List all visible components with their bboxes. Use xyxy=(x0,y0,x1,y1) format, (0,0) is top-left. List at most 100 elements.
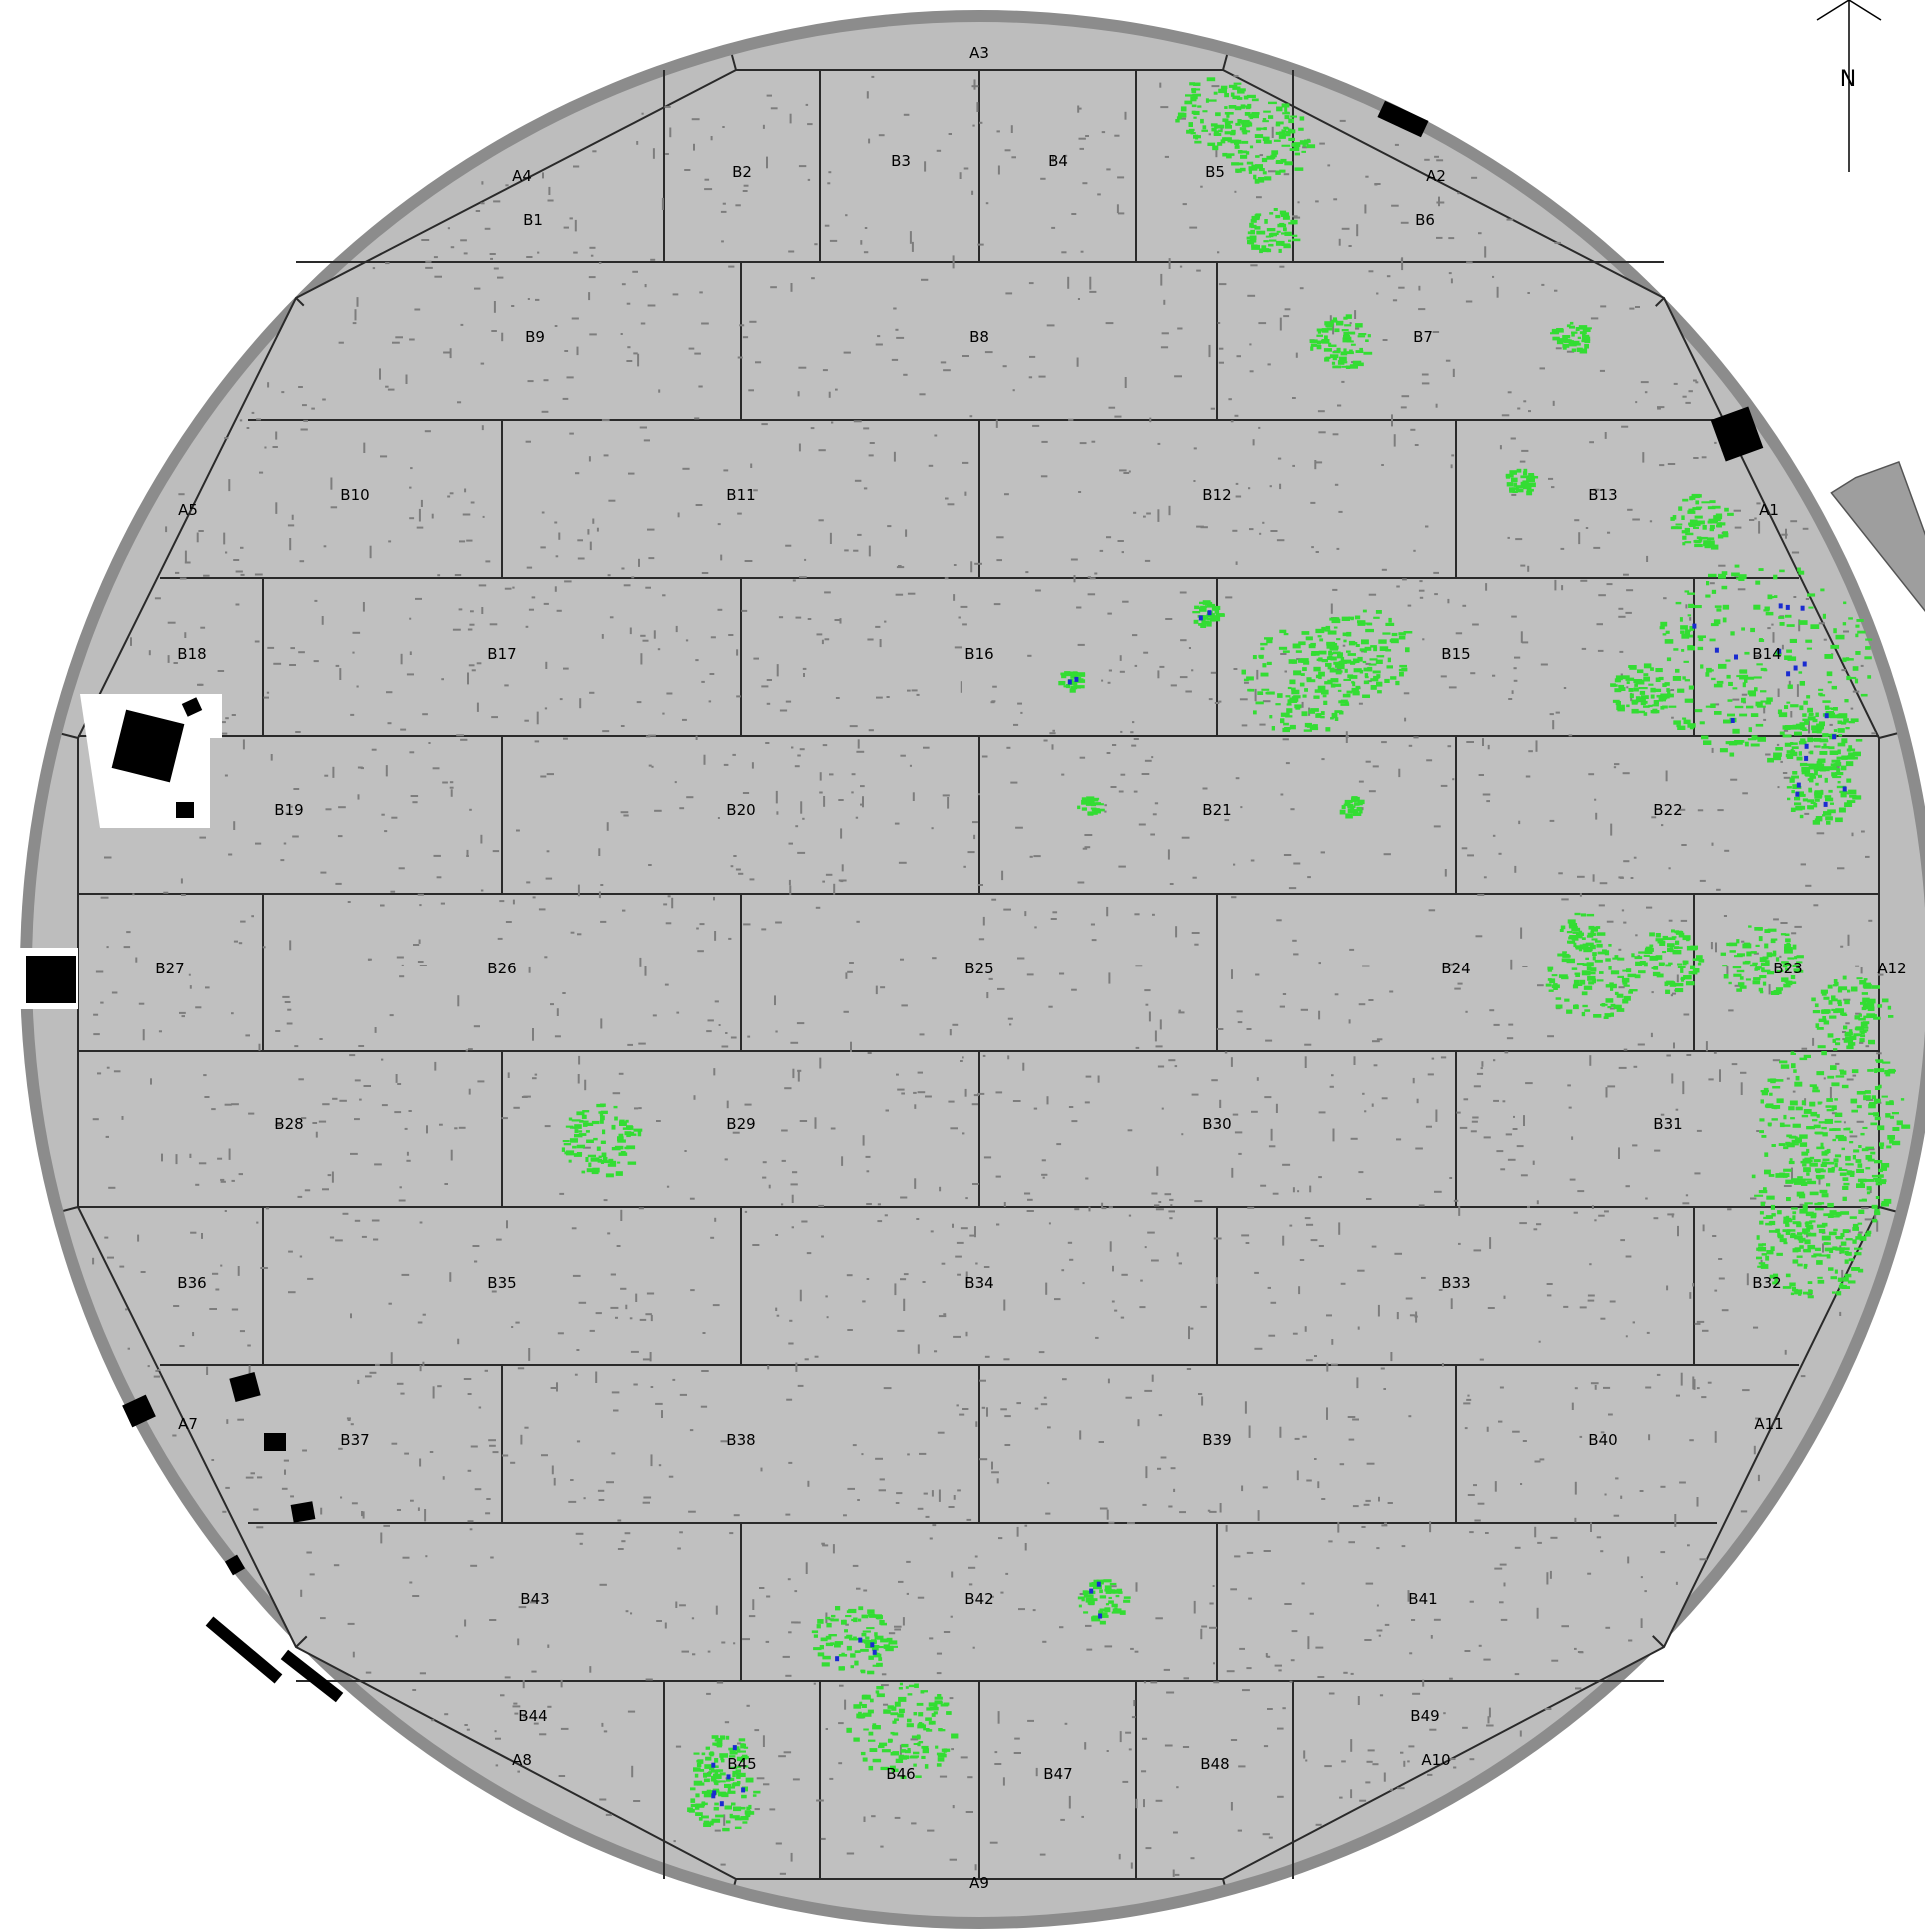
pitting-mark xyxy=(737,512,742,515)
pitting-mark xyxy=(1296,1470,1299,1481)
pitting-mark xyxy=(875,985,878,995)
pitting-mark xyxy=(1268,170,1276,173)
pitting-mark xyxy=(1144,1389,1153,1392)
pitting-mark xyxy=(661,1410,663,1418)
pitting-mark xyxy=(1034,926,1037,929)
pitting-mark xyxy=(1683,1013,1690,1016)
corrosion-mark xyxy=(1839,1282,1844,1287)
corrosion-mark xyxy=(1829,1210,1837,1216)
corrosion-mark xyxy=(1829,750,1839,755)
pitting-mark xyxy=(1409,1652,1413,1655)
pitting-mark xyxy=(756,1777,765,1780)
pitting-mark xyxy=(871,75,875,78)
pitting-mark xyxy=(797,851,806,854)
corrosion-mark xyxy=(1845,1036,1854,1041)
pitting-mark xyxy=(1551,1659,1559,1662)
pitting-mark xyxy=(1157,1065,1165,1068)
corrosion-mark xyxy=(1785,1230,1791,1235)
pitting-mark xyxy=(797,754,801,757)
pitting-mark xyxy=(1133,790,1138,793)
corrosion-mark xyxy=(1826,820,1831,825)
corrosion-mark xyxy=(1693,526,1699,529)
pitting-mark xyxy=(285,812,289,815)
pitting-mark xyxy=(950,1615,953,1618)
pitting-mark xyxy=(1408,1415,1412,1418)
pitting-mark xyxy=(986,992,989,999)
pitting-mark xyxy=(648,764,652,767)
pitting-mark xyxy=(789,885,792,895)
corrosion-mark xyxy=(1673,720,1681,725)
corrosion-mark xyxy=(1856,1091,1866,1095)
pitting-mark xyxy=(1560,547,1565,550)
corrosion-mark xyxy=(1851,1099,1857,1104)
corrosion-mark xyxy=(1807,1232,1817,1237)
pitting-mark xyxy=(881,1673,887,1676)
pitting-mark xyxy=(1485,1532,1489,1534)
corrosion-mark xyxy=(1723,719,1732,724)
pitting-mark xyxy=(1270,1301,1277,1304)
pitting-mark xyxy=(1807,1293,1813,1296)
pitting-mark xyxy=(1026,1210,1034,1212)
pitting-mark xyxy=(469,1528,473,1531)
pitting-mark xyxy=(790,1041,799,1044)
corrosion-mark xyxy=(1357,656,1363,662)
corrosion-mark xyxy=(1664,682,1670,686)
pitting-mark xyxy=(1211,85,1220,88)
corrosion-mark xyxy=(1262,136,1270,141)
pitting-mark xyxy=(1081,1815,1084,1818)
corrosion-mark xyxy=(1291,687,1296,691)
corrosion-mark xyxy=(1261,248,1270,251)
pitting-mark xyxy=(1473,1484,1477,1487)
corrosion-mark xyxy=(1695,500,1700,505)
pitting-mark xyxy=(691,118,700,121)
corrosion-mark xyxy=(1797,1176,1803,1179)
pitting-mark xyxy=(443,351,451,354)
pitting-mark xyxy=(841,864,844,872)
pitting-mark xyxy=(949,1029,952,1036)
pitting-mark xyxy=(1668,919,1673,922)
pitting-mark xyxy=(179,577,187,580)
pitting-mark xyxy=(804,558,807,561)
corrosion-mark xyxy=(1388,617,1392,623)
pitting-mark xyxy=(1843,630,1849,633)
corrosion-mark xyxy=(1802,1163,1807,1167)
pitting-mark xyxy=(572,1274,581,1277)
pitting-mark xyxy=(363,1085,371,1087)
corrosion-mark xyxy=(1337,652,1343,657)
pitting-mark xyxy=(633,1383,638,1386)
pitting-mark xyxy=(256,1221,259,1224)
corrosion-mark xyxy=(1891,1112,1899,1115)
corrosion-mark xyxy=(1845,1127,1851,1130)
pitting-mark xyxy=(469,808,472,811)
pitting-mark xyxy=(323,545,327,548)
pitting-mark xyxy=(1606,583,1613,586)
pitting-mark xyxy=(550,1003,554,1006)
pitting-mark xyxy=(1051,226,1056,229)
corrosion-mark xyxy=(1772,1086,1781,1089)
pitting-mark xyxy=(250,1472,255,1475)
corrosion-mark xyxy=(1814,1168,1824,1172)
pitting-mark xyxy=(525,625,529,628)
pitting-mark xyxy=(1461,847,1468,850)
pitting-mark xyxy=(374,1027,377,1033)
corrosion-mark xyxy=(1605,984,1612,988)
pitting-mark xyxy=(1696,1497,1699,1507)
corrosion-mark xyxy=(1353,668,1362,673)
corrosion-mark xyxy=(1824,1118,1833,1124)
pitting-mark xyxy=(943,1313,947,1316)
corrosion-mark xyxy=(1813,1124,1821,1129)
corrosion-mark xyxy=(1871,1204,1878,1209)
corrosion-mark xyxy=(1604,950,1610,956)
corrosion-mark xyxy=(1768,596,1774,599)
corrosion-mark xyxy=(603,1160,612,1164)
pitting-mark xyxy=(1365,175,1369,178)
pitting-mark xyxy=(1696,1387,1700,1390)
pitting-mark xyxy=(1343,1671,1348,1674)
corrosion-mark xyxy=(1813,1159,1821,1163)
pitting-mark xyxy=(282,995,290,998)
corrosion-mark xyxy=(1382,632,1391,635)
corrosion-mark xyxy=(1613,1004,1619,1009)
pitting-mark xyxy=(1443,1712,1446,1715)
pitting-mark xyxy=(1368,593,1377,596)
pitting-mark xyxy=(1755,1417,1762,1420)
